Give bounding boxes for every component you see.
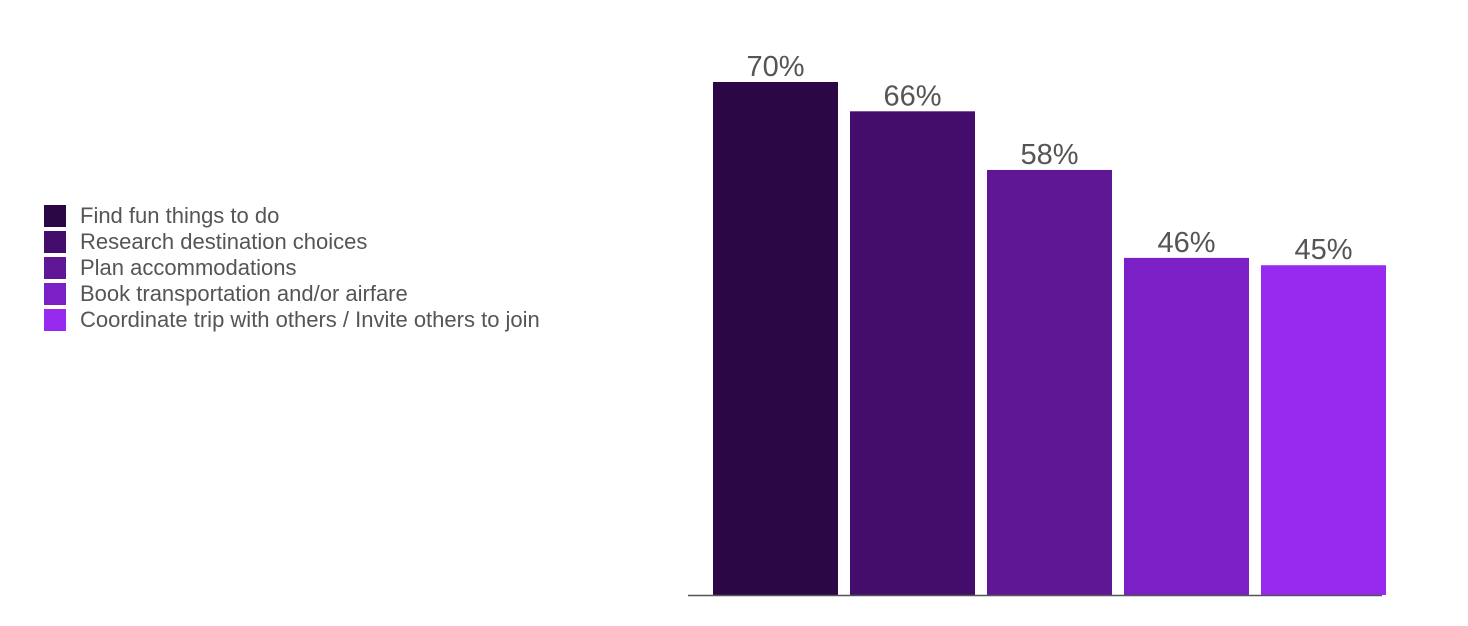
legend-item: Coordinate trip with others / Invite oth… — [44, 307, 540, 333]
bar — [1261, 265, 1386, 595]
legend-swatch — [44, 257, 66, 279]
legend-label: Plan accommodations — [80, 255, 297, 280]
legend: Find fun things to do Research destinatio… — [44, 203, 540, 333]
bar-value-label: 58% — [1020, 139, 1078, 171]
legend-label: Research destination choices — [80, 229, 368, 254]
bar — [1124, 257, 1249, 595]
legend-item: Plan accommodations — [44, 255, 540, 281]
bar-value-label: 66% — [883, 80, 941, 112]
legend-label: Book transportation and/or airfare — [80, 281, 408, 306]
legend-item: Find fun things to do — [44, 203, 540, 229]
legend-label: Find fun things to do — [80, 203, 280, 228]
bar-value-label: 70% — [746, 51, 804, 83]
legend-swatch — [44, 283, 66, 305]
bar-value-label: 45% — [1294, 234, 1352, 266]
legend-swatch — [44, 205, 66, 227]
legend-swatch — [44, 231, 66, 253]
legend-item: Research destination choices — [44, 229, 540, 255]
legend-label: Coordinate trip with others / Invite oth… — [80, 307, 540, 332]
legend-swatch — [44, 309, 66, 331]
bar — [987, 169, 1112, 595]
legend-item: Book transportation and/or airfare — [44, 281, 540, 307]
bar-value-label: 46% — [1157, 227, 1215, 259]
bar — [850, 111, 975, 596]
bar — [713, 82, 838, 595]
